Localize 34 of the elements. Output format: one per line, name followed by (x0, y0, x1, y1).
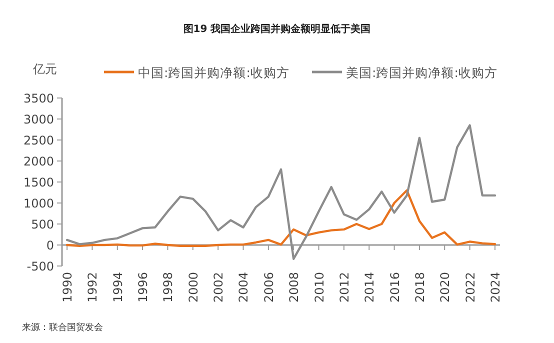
x-tick-label: 2002 (212, 272, 226, 303)
y-tick-label: 2500 (23, 134, 54, 148)
line-series (66, 124, 496, 260)
x-tick-label: 1998 (161, 272, 176, 303)
x-tick-label: 2006 (262, 272, 276, 303)
x-tick-label: 2004 (236, 272, 251, 303)
y-tick-label: 0 (46, 238, 54, 252)
source-note: 来源：联合国贸发会 (22, 322, 103, 333)
legend-label: 中国:跨国并购净额:收购方 (138, 65, 290, 80)
y-tick-label: -500 (26, 260, 54, 274)
x-tick-label: 2016 (388, 272, 402, 303)
x-tick-label: 2020 (438, 272, 452, 303)
x-tick-label: 1990 (60, 272, 75, 303)
x-tick-label: 2008 (287, 272, 302, 303)
x-tick-label: 2022 (463, 272, 478, 303)
y-tick-label: 1500 (23, 176, 54, 190)
y-tick-label: 2000 (23, 154, 54, 168)
x-tick-label: 1996 (136, 272, 150, 303)
legend-label: 美国:跨国并购净额:收购方 (346, 65, 498, 80)
x-tick-label: 2024 (488, 272, 502, 303)
x-tick-label: 2018 (412, 272, 427, 303)
x-tick-label: 2014 (362, 272, 377, 303)
y-axis-title: 亿元 (32, 62, 57, 76)
x-tick-label: 2000 (186, 272, 200, 303)
x-tick-label: 2012 (337, 272, 352, 303)
x-tick-label: 1994 (110, 272, 125, 303)
y-tick-label: 3500 (23, 92, 54, 106)
line-series (66, 189, 496, 247)
chart-title: 图19 我国企业跨国并购金额明显低于美国 (183, 23, 371, 35)
y-tick-label: 500 (31, 218, 54, 232)
x-tick-label: 2010 (312, 272, 326, 303)
y-tick-label: 1000 (23, 196, 54, 210)
y-tick-label: 3000 (23, 112, 54, 126)
x-tick-label: 1992 (86, 272, 100, 303)
